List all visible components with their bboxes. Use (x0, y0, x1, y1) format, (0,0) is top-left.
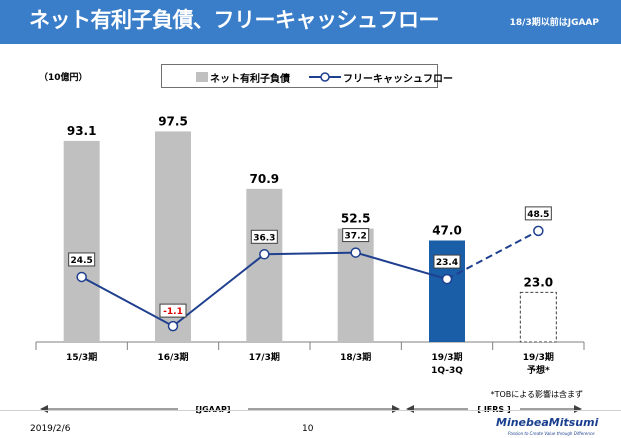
page-number: 10 (302, 424, 314, 434)
bar-value-label: 70.9 (250, 172, 280, 186)
x-tick-label: 15/3期 (66, 351, 97, 363)
unit-label: （10億円） (39, 73, 88, 83)
footnote: *TOBによる影響は含まず (491, 389, 583, 399)
x-tick-label: 19/3期 (523, 351, 554, 363)
fcf-point (441, 273, 453, 285)
arrow-head-icon (406, 405, 414, 413)
fcf-value-label: 37.2 (345, 232, 367, 242)
bar-value-label: 97.5 (158, 114, 188, 128)
fcf-value-label: 36.3 (253, 233, 275, 243)
fcf-label-box (524, 206, 552, 221)
arrow-head-icon (574, 405, 582, 413)
fcf-value-label: -1.1 (163, 307, 183, 317)
bar-value-label: 47.0 (432, 223, 462, 237)
fcf-value-label: 23.4 (436, 258, 458, 268)
ifrs-segment-label: [ IFRS ] (477, 405, 510, 414)
company-logo: MinebeaMitsumi (496, 416, 599, 429)
jgaap-segment-label: [JGAAP] (195, 405, 230, 414)
footer-divider (0, 410, 621, 411)
x-tick-label: 16/3期 (157, 351, 188, 363)
x-tick-label: 17/3期 (249, 351, 280, 363)
legend-line-label: フリーキャッシュフロー (343, 74, 453, 85)
title-bar: ネット有利子負債、フリーキャッシュフロー 18/3期以前はJGAAP (0, 0, 621, 44)
fcf-point (167, 320, 179, 332)
x-tick-label: 予想* (527, 364, 550, 376)
arrow-head-icon (40, 405, 48, 413)
x-tick-label: 19/3期 (431, 351, 462, 363)
footer-date: 2019/2/6 (30, 424, 71, 434)
chart-legend: ネット有利子負債 フリーキャッシュフロー (161, 64, 453, 88)
fcf-point (533, 225, 544, 237)
x-tick-label: 1Q-3Q (431, 366, 463, 376)
fcf-point (350, 247, 361, 258)
x-tick-label: 18/3期 (340, 351, 371, 363)
fcf-value-label: 24.5 (71, 256, 93, 266)
fcf-label-box (433, 254, 461, 269)
accounting-note: 18/3期以前はJGAAP (509, 18, 599, 28)
fcf-point (259, 249, 270, 260)
fcf-label-box (250, 229, 278, 244)
bar (246, 188, 283, 342)
fcf-point (76, 271, 87, 283)
fcf-label-box (342, 228, 370, 243)
bar (519, 291, 557, 343)
bar (63, 140, 100, 342)
bar-value-label: 23.0 (524, 275, 554, 289)
company-tagline: Passion to Create Value through Differen… (508, 431, 595, 436)
legend-bar-swatch (196, 72, 208, 82)
fcf-label-box (68, 252, 96, 267)
legend-line-marker (309, 72, 341, 82)
arrow-head-icon (392, 405, 400, 413)
fcf-value-label: 48.5 (527, 210, 549, 220)
legend-bar-label: ネット有利子負債 (210, 74, 290, 85)
bar-value-label: 93.1 (67, 124, 97, 138)
page-title: ネット有利子負債、フリーキャッシュフロー (29, 8, 440, 32)
bar-value-label: 52.5 (341, 212, 371, 226)
fcf-forecast-line (446, 229, 539, 280)
fcf-label-box (159, 303, 187, 318)
bar (337, 228, 374, 342)
